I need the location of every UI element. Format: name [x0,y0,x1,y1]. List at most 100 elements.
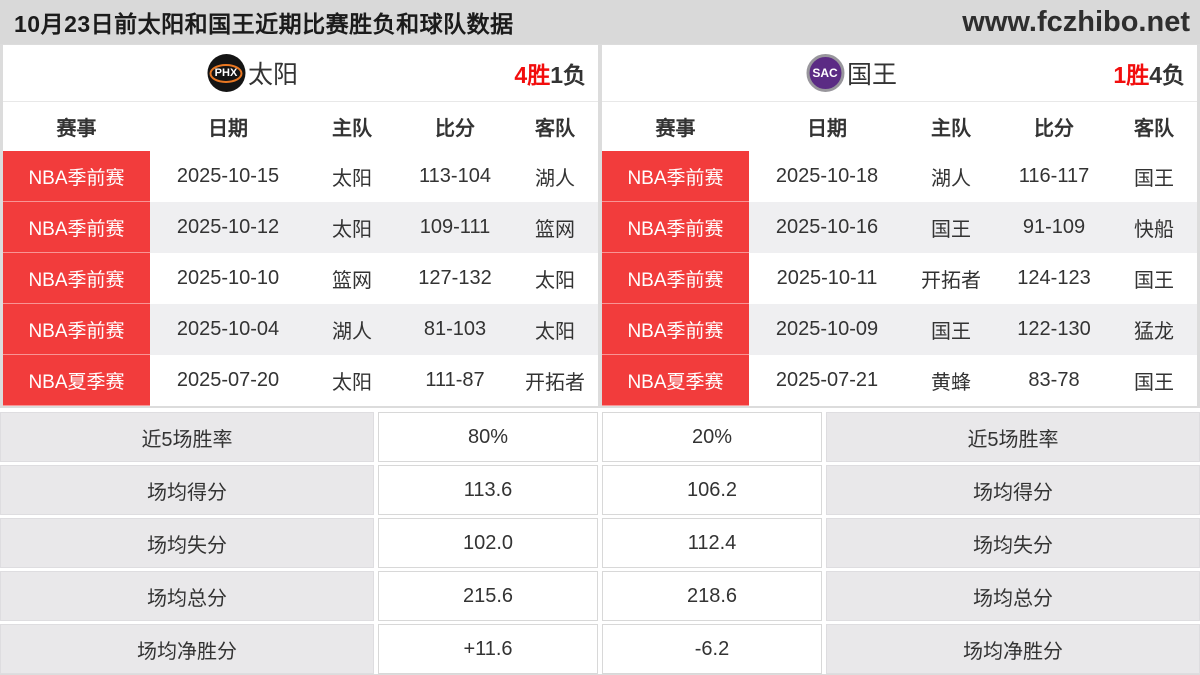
match-score: 122-130 [1017,318,1091,340]
league-badge: NBA季前赛 [3,304,150,355]
col-header-away: 客队 [535,118,575,140]
col-header-date: 日期 [807,118,847,140]
away-team: 篮网 [535,219,575,241]
suns-logo-icon: PHX [206,54,245,92]
team-panel-kings: SAC 国王 1胜4负 赛事 日期 主队 比分 客队 NBA季前赛 2025-1… [602,45,1197,406]
kings-logo-icon: SAC [805,54,844,92]
match-score: 124-123 [1017,267,1091,289]
stat-value-kings: -6.2 [602,624,822,674]
stat-label-left: 场均净胜分 [0,624,374,674]
stat-label-left: 场均总分 [0,571,374,621]
col-header-date: 日期 [208,118,248,140]
stats-row: 场均总分 215.6 218.6 场均总分 [0,571,1200,621]
match-row: NBA季前赛 2025-10-11 开拓者 124-123 国王 [602,253,1197,304]
away-team: 国王 [1134,270,1174,292]
suns-logo-abbr: PHX [209,63,243,83]
match-score: 111-87 [425,369,485,391]
col-header-score: 比分 [1034,118,1074,140]
match-score: 127-132 [418,267,492,289]
col-header-away: 客队 [1134,118,1174,140]
match-score: 109-111 [419,216,491,238]
stat-label-right: 场均总分 [826,571,1200,621]
league-badge: NBA季前赛 [602,202,749,253]
match-date: 2025-07-21 [775,369,879,391]
kings-name: 国王 [846,61,898,89]
match-score: 83-78 [1028,369,1080,391]
home-team: 国王 [931,321,971,343]
stat-value-suns: 102.0 [378,518,598,568]
league-badge: NBA夏季赛 [602,355,749,406]
match-row: NBA季前赛 2025-10-15 太阳 113-104 湖人 [3,151,598,202]
home-team: 湖人 [332,321,372,343]
suns-losses: 1负 [550,62,586,88]
match-row: NBA季前赛 2025-10-12 太阳 109-111 篮网 [3,202,598,253]
kings-table-header: 赛事 日期 主队 比分 客队 [602,102,1197,151]
home-team: 篮网 [332,270,372,292]
stat-label-right: 场均失分 [826,518,1200,568]
away-team: 国王 [1134,168,1174,190]
suns-wins: 4胜 [514,62,551,88]
match-date: 2025-07-20 [176,369,280,391]
league-badge: NBA季前赛 [3,202,150,253]
match-row: NBA夏季赛 2025-07-20 太阳 111-87 开拓者 [3,355,598,406]
stat-value-suns: +11.6 [378,624,598,674]
match-row: NBA季前赛 2025-10-09 国王 122-130 猛龙 [602,304,1197,355]
stat-label-right: 场均净胜分 [826,624,1200,674]
home-team: 太阳 [332,168,372,190]
stat-label-left: 场均得分 [0,465,374,515]
match-score: 116-117 [1018,165,1090,187]
match-row: NBA季前赛 2025-10-04 湖人 81-103 太阳 [3,304,598,355]
match-date: 2025-10-15 [176,165,280,187]
away-team: 快船 [1134,219,1174,241]
match-score: 81-103 [423,318,487,340]
stat-label-right: 场均得分 [826,465,1200,515]
home-team: 太阳 [332,219,372,241]
home-team: 太阳 [332,372,372,394]
stats-row: 场均失分 102.0 112.4 场均失分 [0,518,1200,568]
match-row: NBA季前赛 2025-10-18 湖人 116-117 国王 [602,151,1197,202]
away-team: 太阳 [535,321,575,343]
home-team: 开拓者 [921,270,981,292]
stat-value-kings: 20% [602,412,822,462]
match-date: 2025-10-04 [176,318,280,340]
kings-logo-abbr: SAC [812,66,838,80]
stat-value-suns: 215.6 [378,571,598,621]
match-date: 2025-10-09 [775,318,879,340]
kings-wins: 1胜 [1113,62,1150,88]
team-panel-suns: PHX 太阳 4胜1负 赛事 日期 主队 比分 客队 NBA季前赛 2025-1… [3,45,598,406]
col-header-home: 主队 [931,118,971,140]
match-date: 2025-10-10 [176,267,280,289]
suns-record: 4胜1负 [514,56,586,90]
suns-name: 太阳 [247,61,299,89]
stat-value-suns: 113.6 [378,465,598,515]
match-row: NBA夏季赛 2025-07-21 黄蜂 83-78 国王 [602,355,1197,406]
league-badge: NBA季前赛 [602,253,749,304]
suns-header: PHX 太阳 4胜1负 [3,45,598,102]
col-header-league: 赛事 [56,118,97,140]
stat-value-kings: 112.4 [602,518,822,568]
stat-value-kings: 106.2 [602,465,822,515]
match-score: 113-104 [419,165,491,187]
home-team: 黄蜂 [931,372,971,394]
stats-row: 近5场胜率 80% 20% 近5场胜率 [0,412,1200,462]
col-header-league: 赛事 [655,118,696,140]
col-header-score: 比分 [435,118,475,140]
stat-label-left: 近5场胜率 [0,412,374,462]
league-badge: NBA季前赛 [3,253,150,304]
stat-value-suns: 80% [378,412,598,462]
match-date: 2025-10-16 [775,216,879,238]
stat-label-right: 近5场胜率 [826,412,1200,462]
match-date: 2025-10-18 [775,165,879,187]
kings-identity: SAC 国王 [805,45,898,101]
top-bar: 10月23日前太阳和国王近期比赛胜负和球队数据 www.fczhibo.net [0,0,1200,44]
home-team: 湖人 [931,168,971,190]
page-title: 10月23日前太阳和国王近期比赛胜负和球队数据 [14,11,514,37]
league-badge: NBA季前赛 [602,151,749,202]
team-panels: PHX 太阳 4胜1负 赛事 日期 主队 比分 客队 NBA季前赛 2025-1… [3,45,1197,406]
kings-losses: 4负 [1149,62,1185,88]
suns-identity: PHX 太阳 [206,45,299,101]
away-team: 猛龙 [1134,321,1174,343]
stat-value-kings: 218.6 [602,571,822,621]
kings-record: 1胜4负 [1113,56,1185,90]
kings-header: SAC 国王 1胜4负 [602,45,1197,102]
